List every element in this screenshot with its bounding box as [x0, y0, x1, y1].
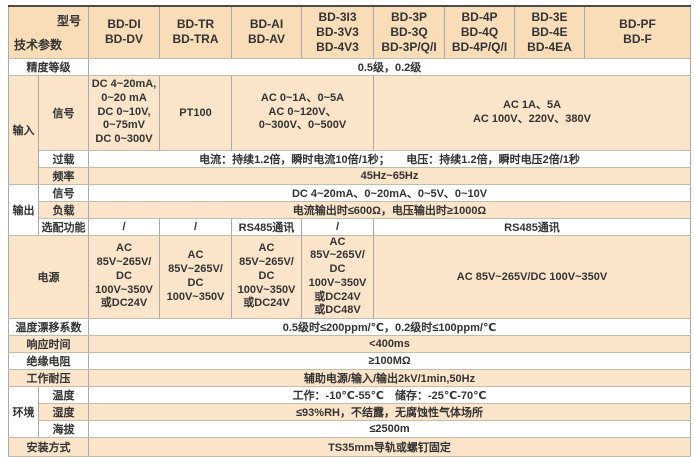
mounting-row: 安装方式 TS35mm导轨或螺钉固定 — [8, 437, 691, 457]
withstand-value: 辅助电源/输入/输出2kV/1min,50Hz — [88, 369, 691, 387]
output-load-row: 负载 电流输出时≤600Ω，电压输出时≥1000Ω — [9, 200, 691, 219]
power-label: 电源 — [8, 234, 89, 319]
header-row: 型号 技术参数 BD-DI BD-DV BD-TR BD-TRA BD-AI B… — [8, 5, 691, 59]
input-overload-row: 过载 电流：持续1.2倍，瞬时电流10倍/1秒； 电压：持续1.2倍，瞬时电压2… — [9, 149, 691, 168]
input-group-label: 输入 — [8, 74, 39, 185]
optional-col3: RS485通讯 — [231, 217, 302, 236]
input-signal-label: 信号 — [38, 74, 89, 151]
accuracy-row: 精度等级 0.5级，0.2级 — [8, 57, 691, 76]
env-temperature-value: 工作：-10℃-55℃ 储存：-25℃-70℃ — [88, 386, 691, 404]
withstand-row: 工作耐压 辅助电源/输入/输出2kV/1min,50Hz — [8, 369, 691, 387]
spec-table: 型号 技术参数 BD-DI BD-DV BD-TR BD-TRA BD-AI B… — [8, 5, 691, 457]
env-altitude-row: 海拔 ≤2500m — [9, 420, 691, 438]
mounting-value: TS35mm导轨或螺钉固定 — [88, 437, 691, 457]
env-altitude-value: ≤2500m — [88, 420, 691, 438]
withstand-label: 工作耐压 — [8, 369, 89, 387]
output-signal-value: DC 4~20mA、0~20mA、0~5V、0~10V — [88, 183, 691, 202]
model-header-col1: BD-DI BD-DV — [88, 5, 160, 59]
response-value: <400ms — [88, 335, 691, 353]
input-overload-label: 过载 — [38, 149, 89, 168]
input-signal-col34: AC 0~1A、0~5A AC 0~120V、 0~300V、0~500V — [231, 74, 374, 151]
input-signal-row: 输入 信号 DC 4~20mA, 0~20 mA DC 0~10V, 0~75m… — [8, 74, 691, 185]
model-header-col3: BD-AI BD-AV — [231, 5, 302, 59]
insulation-row: 绝缘电阻 ≥100MΩ — [8, 352, 691, 370]
output-load-value: 电流输出时≤600Ω，电压输出时≥1000Ω — [88, 200, 691, 219]
model-header-col7: BD-3E BD-4E BD-4EA — [514, 5, 585, 59]
input-overload-value: 电流：持续1.2倍，瞬时电流10倍/1秒； 电压：持续1.2倍，瞬时电压2倍/1… — [88, 149, 691, 168]
power-row: 电源 AC 85V~265V/ DC 100V~350V 或DC24V AC 8… — [8, 234, 691, 319]
spec-table-container: 型号 技术参数 BD-DI BD-DV BD-TR BD-TRA BD-AI B… — [8, 5, 691, 457]
output-optional-row: 选配功能 / / RS485通讯 / RS485通讯 — [9, 217, 691, 236]
power-col4: AC 85V~265V/ DC 100V~350V 或DC24V 或DC48V — [301, 234, 374, 319]
model-header-col4: BD-3I3 BD-3V3 BD-4V3 — [301, 5, 374, 59]
env-temperature-label: 温度 — [38, 386, 89, 404]
input-signal-col2: PT100 — [159, 74, 232, 151]
output-signal-label: 信号 — [38, 183, 89, 202]
model-header-col2: BD-TR BD-TRA — [159, 5, 232, 59]
model-header-col5: BD-3P BD-3Q BD-3P/Q/I — [373, 5, 445, 59]
env-altitude-label: 海拔 — [38, 420, 89, 438]
optional-col1: / — [88, 217, 160, 236]
input-frequency-value: 45Hz~65Hz — [88, 166, 691, 185]
env-temperature-row: 环境 温度 工作：-10℃-55℃ 储存：-25℃-70℃ — [8, 386, 691, 438]
env-humidity-row: 湿度 ≤93%RH，不结露，无腐蚀性气体场所 — [9, 403, 691, 421]
mounting-label: 安装方式 — [8, 437, 89, 457]
corner-cell: 型号 技术参数 — [8, 5, 89, 59]
temp-drift-value: 0.5级时≤200ppm/℃，0.2级时≤100ppm/℃ — [88, 318, 691, 336]
optional-col58: RS485通讯 — [373, 217, 691, 236]
accuracy-label: 精度等级 — [8, 57, 89, 76]
input-signal-col58: AC 1A、5A AC 100V、220V、380V — [373, 74, 691, 151]
power-col3: AC 85V~265V/ DC 100V~350V 或DC24V — [231, 234, 302, 319]
power-col58: AC 85V~265V/DC 100V~350V — [373, 234, 691, 319]
env-humidity-value: ≤93%RH，不结露，无腐蚀性气体场所 — [88, 403, 691, 421]
env-humidity-label: 湿度 — [38, 403, 89, 421]
model-header-col8: BD-PF BD-F — [584, 5, 691, 59]
accuracy-value: 0.5级，0.2级 — [88, 57, 691, 76]
input-signal-col1: DC 4~20mA, 0~20 mA DC 0~10V, 0~75mV DC 0… — [88, 74, 160, 151]
power-col2: AC 85V~265V/ DC 100V~350V — [159, 234, 232, 319]
model-header-col6: BD-4P BD-4Q BD-4P/Q/I — [444, 5, 515, 59]
output-optional-label: 选配功能 — [38, 217, 89, 236]
temp-drift-row: 温度漂移系数 0.5级时≤200ppm/℃，0.2级时≤100ppm/℃ — [8, 318, 691, 336]
output-signal-row: 输出 信号 DC 4~20mA、0~20mA、0~5V、0~10V — [8, 183, 691, 236]
corner-params-label: 技术参数 — [14, 37, 63, 52]
env-group-label: 环境 — [8, 386, 39, 438]
optional-col4: / — [301, 217, 374, 236]
optional-col2: / — [159, 217, 232, 236]
insulation-label: 绝缘电阻 — [8, 352, 89, 370]
insulation-value: ≥100MΩ — [88, 352, 691, 370]
corner-model-label: 型号 — [56, 14, 81, 28]
output-group-label: 输出 — [8, 183, 39, 236]
input-frequency-label: 频率 — [38, 166, 89, 185]
power-col1: AC 85V~265V/ DC 100V~350V 或DC24V — [88, 234, 160, 319]
input-frequency-row: 频率 45Hz~65Hz — [9, 166, 691, 185]
temp-drift-label: 温度漂移系数 — [8, 318, 89, 336]
response-label: 响应时间 — [8, 335, 89, 353]
output-load-label: 负载 — [38, 200, 89, 219]
response-row: 响应时间 <400ms — [8, 335, 691, 353]
